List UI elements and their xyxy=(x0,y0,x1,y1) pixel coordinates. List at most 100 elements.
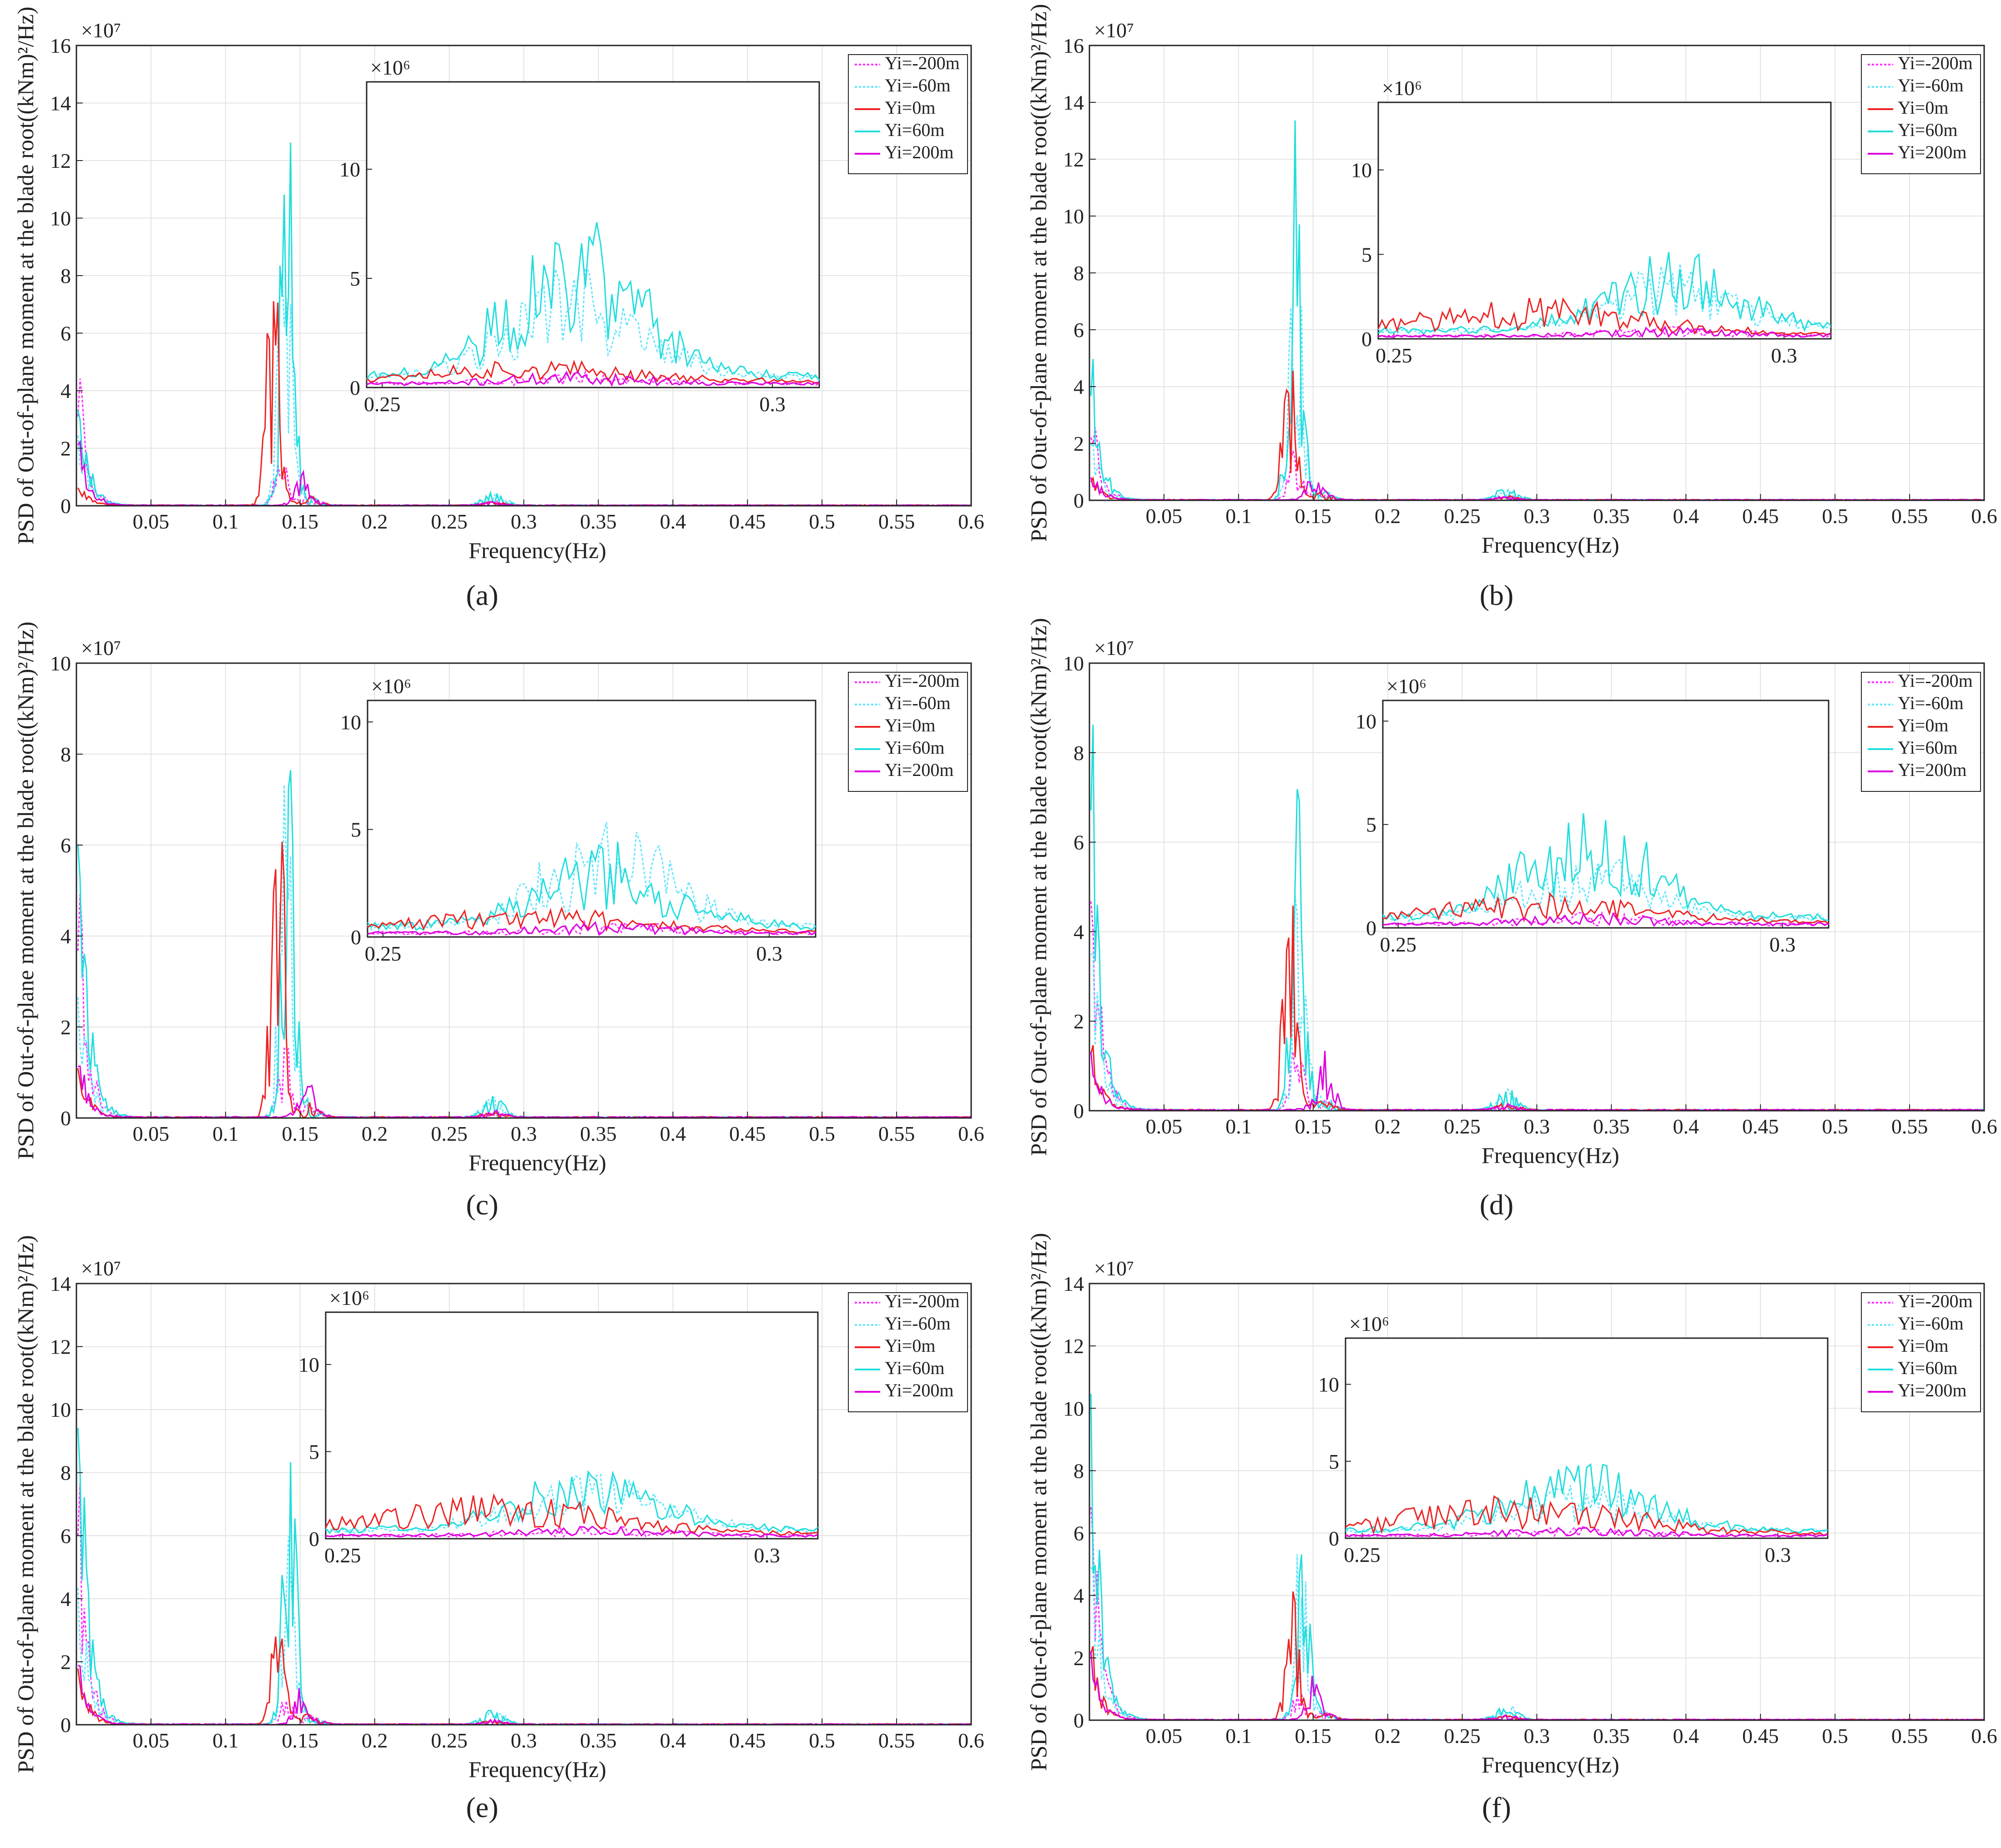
series-line-yi-200m xyxy=(78,1065,972,1119)
x-axis-title: Frequency(Hz) xyxy=(469,538,606,563)
y-tick-label: 6 xyxy=(60,1524,71,1547)
y-tick-label: 2 xyxy=(60,1016,71,1039)
x-tick-label: 0.05 xyxy=(1146,1115,1183,1138)
x-axis-title: Frequency(Hz) xyxy=(1482,1143,1619,1168)
inset-series-line xyxy=(1378,325,1831,338)
inset-x-tick-label: 0.25 xyxy=(365,942,402,965)
chart-panel-a: 0.05 0.1 0.15 0.2 0.25 0.3 0.35 0.4 0.45 0.5 0.55 0… xyxy=(13,7,984,611)
inset-y-tick-label: 5 xyxy=(1366,813,1376,836)
y-tick-label: 8 xyxy=(1074,741,1084,765)
y-tick-label: 6 xyxy=(1074,1522,1084,1545)
x-tick-label: 0.3 xyxy=(1524,504,1550,528)
x-tick-label: 0.45 xyxy=(729,1122,766,1145)
x-tick-label: 0.1 xyxy=(212,1729,239,1752)
y-tick-label: 10 xyxy=(1063,1397,1084,1420)
x-tick-label: 0.15 xyxy=(1295,1115,1332,1138)
inset-y-tick-label: 10 xyxy=(1318,1373,1339,1396)
series-line-yi--60m xyxy=(77,1536,972,1726)
x-tick-label: 0.35 xyxy=(580,1122,617,1145)
y-axis-title: PSD of Out-of-plane moment at the blade … xyxy=(1026,618,1051,1156)
x-tick-label: 0.25 xyxy=(1444,1724,1481,1747)
inset-y-tick-label: 0 xyxy=(351,926,361,949)
inset-x-tick-label: 0.3 xyxy=(1769,933,1796,956)
x-tick-label: 0.6 xyxy=(1971,1724,1997,1747)
y-tick-label: 14 xyxy=(1063,91,1084,114)
x-tick-label: 0.1 xyxy=(1225,1724,1252,1747)
x-tick-label: 0.4 xyxy=(660,1729,686,1752)
y-axis-title: PSD of Out-of-plane moment at the blade … xyxy=(13,7,38,545)
inset-y-tick-label: 5 xyxy=(351,818,361,841)
x-tick-label: 0.6 xyxy=(958,1729,984,1752)
panel-label: (e) xyxy=(466,1791,498,1823)
series-line-yi-200m xyxy=(77,1665,972,1726)
inset-series-line xyxy=(1382,912,1829,927)
legend-entry: Yi=60m xyxy=(885,1358,944,1378)
x-tick-label: 0.2 xyxy=(1375,1115,1401,1138)
inset-series-line xyxy=(1377,263,1831,335)
y-tick-label: 0 xyxy=(60,1713,71,1737)
x-tick-label: 0.1 xyxy=(212,510,239,533)
inset-plot: 0 5 10 0.25 0.3 ×10⁶ xyxy=(1356,675,1830,956)
series-line-yi-0m xyxy=(1090,906,1985,1112)
y-tick-label: 2 xyxy=(60,437,71,460)
y-tick-label: 0 xyxy=(60,494,71,518)
x-tick-label: 0.15 xyxy=(282,1122,319,1145)
y-tick-label: 10 xyxy=(50,207,71,230)
inset-series-line xyxy=(325,1470,818,1534)
chart-panel-b: 0.05 0.1 0.15 0.2 0.25 0.3 0.35 0.4 0.45 0.5 0.55 0… xyxy=(1026,4,1997,611)
inset-y-tick-label: 10 xyxy=(298,1353,319,1376)
inset-plot: 0 5 10 0.25 0.3 ×10⁶ xyxy=(298,1286,819,1567)
legend-entry: Yi=60m xyxy=(1898,737,1957,758)
x-tick-label: 0.55 xyxy=(1891,504,1928,528)
legend-entry: Yi=-60m xyxy=(1898,693,1964,713)
x-tick-label: 0.3 xyxy=(511,1122,537,1145)
y-tick-label: 0 xyxy=(60,1107,71,1130)
x-axis-title: Frequency(Hz) xyxy=(469,1150,606,1175)
y-tick-label: 0 xyxy=(1074,1099,1084,1123)
inset-x-tick-label: 0.3 xyxy=(759,393,786,416)
x-tick-label: 0.6 xyxy=(1971,1115,1997,1138)
inset-plot: 0 5 10 0.25 0.3 ×10⁶ xyxy=(1318,1312,1829,1566)
y-tick-label: 2 xyxy=(1074,1010,1084,1033)
y-axis-title: PSD of Out-of-plane moment at the blade … xyxy=(13,622,38,1160)
y-tick-label: 8 xyxy=(60,264,71,287)
x-tick-label: 0.5 xyxy=(1822,1724,1848,1747)
inset-y-tick-label: 10 xyxy=(1356,710,1376,733)
inset-x-tick-label: 0.3 xyxy=(1765,1543,1791,1566)
series-line-yi-200m xyxy=(1090,1651,1985,1721)
inset-y-tick-label: 5 xyxy=(350,267,360,290)
x-tick-label: 0.5 xyxy=(809,1122,835,1145)
x-tick-label: 0.1 xyxy=(1225,504,1252,528)
inset-y-tick-label: 10 xyxy=(1351,159,1372,182)
inset-series-line xyxy=(366,222,820,381)
y-tick-label: 6 xyxy=(1074,318,1084,342)
x-tick-label: 0.55 xyxy=(878,1122,915,1145)
legend-entry: Yi=200m xyxy=(1898,1380,1966,1400)
series-line-yi-0m xyxy=(1090,371,1985,502)
series-line-yi-0m xyxy=(77,1636,972,1726)
inset-y-tick-label: 0 xyxy=(1329,1527,1339,1550)
legend-entry: Yi=-60m xyxy=(885,75,951,96)
legend-entry: Yi=-200m xyxy=(885,53,960,73)
inset-series-line xyxy=(1378,252,1831,335)
inset-series-line xyxy=(325,1493,818,1536)
inset-series-line xyxy=(366,359,820,384)
x-tick-label: 0.5 xyxy=(809,1729,835,1752)
x-tick-label: 0.4 xyxy=(1673,504,1699,528)
y-tick-label: 10 xyxy=(50,652,71,675)
series-line-yi--200m xyxy=(1090,901,1985,1112)
panel-label: (b) xyxy=(1480,579,1514,611)
inset-plot: 0 5 10 0.25 0.3 ×10⁶ xyxy=(340,675,817,965)
inset-x-tick-label: 0.25 xyxy=(324,1544,361,1567)
legend-entry: Yi=0m xyxy=(885,1335,935,1356)
inset-exponent-label: ×10⁶ xyxy=(329,1286,369,1309)
series-line-yi-200m xyxy=(1090,1051,1985,1112)
inset-series-line xyxy=(1383,892,1829,924)
x-tick-label: 0.2 xyxy=(1375,504,1401,528)
x-tick-label: 0.4 xyxy=(660,1122,686,1145)
y-axis-title: PSD of Out-of-plane moment at the blade … xyxy=(13,1235,38,1773)
